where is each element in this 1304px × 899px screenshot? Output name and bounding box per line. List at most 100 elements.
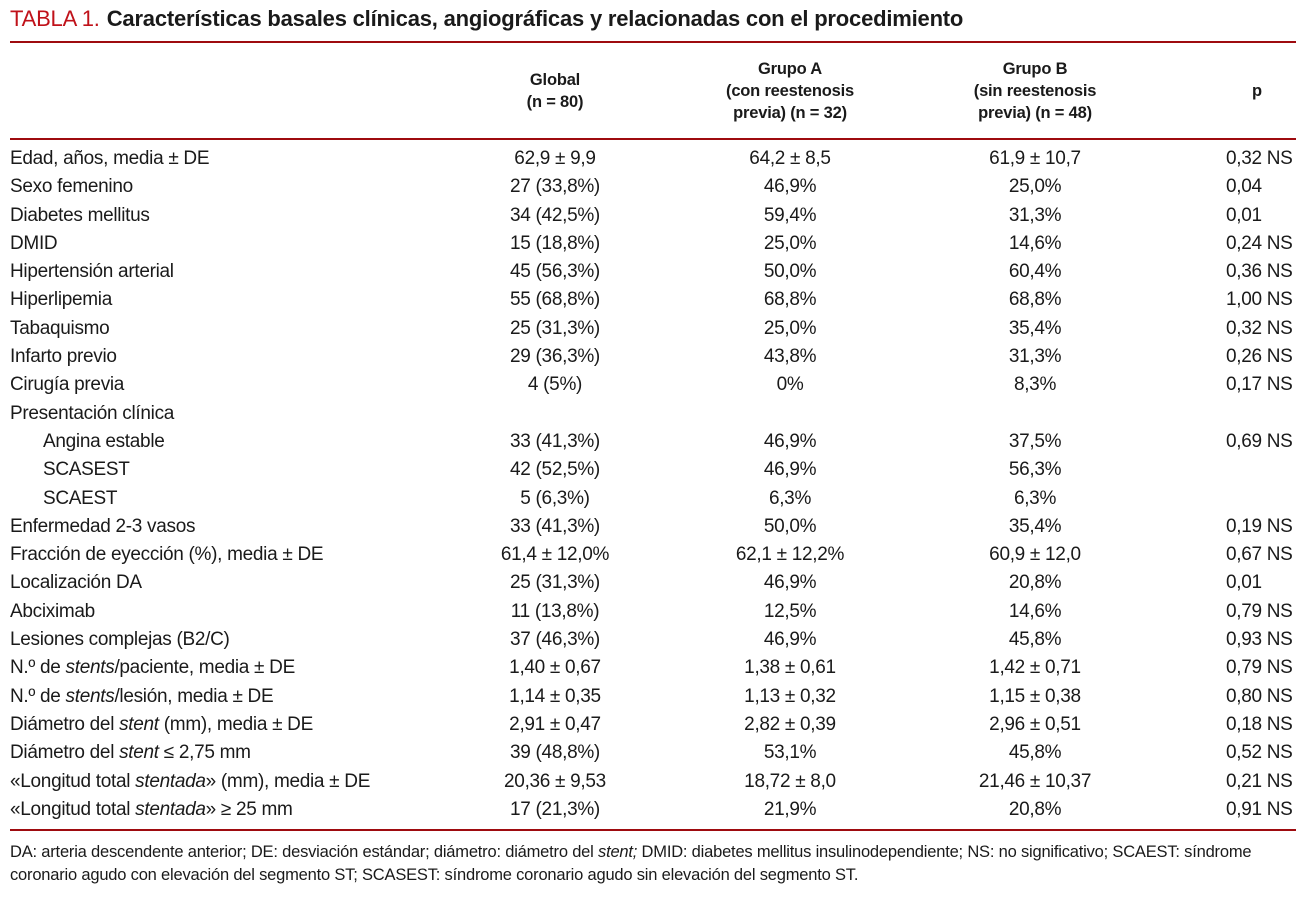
table-row: Fracción de eyección (%), media ± DE 61,… bbox=[10, 541, 1296, 569]
table-row: Abciximab 11 (13,8%) 12,5% 14,6% 0,79 NS bbox=[10, 598, 1296, 626]
cell-grupo-b: 37,5% bbox=[1008, 430, 1062, 452]
row-label: N.º de stents/paciente, media ± DE bbox=[10, 657, 295, 679]
cell-p bbox=[1160, 456, 1296, 484]
row-label: Edad, años, media ± DE bbox=[10, 148, 210, 169]
cell-p: 0,18 NS bbox=[1226, 713, 1293, 735]
row-label: Presentación clínica bbox=[10, 402, 175, 424]
row-label: Cirugía previa bbox=[10, 374, 125, 396]
cell-grupo-b: 61,9 ± 10,7 bbox=[989, 148, 1081, 169]
table-row: Infarto previo 29 (36,3%) 43,8% 31,3% 0,… bbox=[10, 343, 1296, 371]
row-label: SCASEST bbox=[43, 459, 130, 481]
row-label: Enfermedad 2-3 vasos bbox=[10, 515, 196, 537]
cell-grupo-b: 1,42 ± 0,71 bbox=[989, 657, 1081, 679]
header-rule bbox=[10, 138, 1296, 140]
cell-grupo-a: 25,0% bbox=[763, 232, 817, 254]
cell-p: 0,04 bbox=[1226, 176, 1262, 198]
cell-grupo-b: 25,0% bbox=[1008, 176, 1062, 198]
row-label: SCAEST bbox=[43, 487, 118, 509]
cell-grupo-a bbox=[670, 400, 910, 428]
cell-grupo-b: 2,96 ± 0,51 bbox=[989, 713, 1081, 735]
table-row: Diámetro del stent (mm), media ± DE 2,91… bbox=[10, 711, 1296, 739]
cell-global: 45 (56,3%) bbox=[510, 261, 600, 283]
cell-grupo-b: 68,8% bbox=[1008, 289, 1062, 311]
cell-grupo-a: 50,0% bbox=[763, 515, 817, 537]
table-row: Tabaquismo 25 (31,3%) 25,0% 35,4% 0,32 N… bbox=[10, 315, 1296, 343]
table-row: Angina estable 33 (41,3%) 46,9% 37,5% 0,… bbox=[10, 428, 1296, 456]
cell-p: 0,24 NS bbox=[1226, 232, 1293, 254]
cell-grupo-a: 6,3% bbox=[768, 487, 812, 509]
table-title: TABLA 1. Características basales clínicas… bbox=[10, 4, 1296, 41]
cell-global: 42 (52,5%) bbox=[510, 459, 600, 481]
row-label: Diámetro del stent (mm), media ± DE bbox=[10, 713, 313, 735]
row-label: N.º de stents/lesión, media ± DE bbox=[10, 685, 274, 707]
cell-p: 0,52 NS bbox=[1226, 742, 1293, 764]
cell-grupo-a: 43,8% bbox=[763, 346, 817, 368]
cell-grupo-b: 45,8% bbox=[1008, 742, 1062, 764]
cell-grupo-a: 59,4% bbox=[763, 204, 817, 226]
cell-p: 0,79 NS bbox=[1226, 600, 1293, 622]
cell-global: 1,40 ± 0,67 bbox=[509, 657, 601, 679]
cell-global: 5 (6,3%) bbox=[520, 487, 590, 509]
row-label: Sexo femenino bbox=[10, 176, 133, 198]
cell-grupo-b: 1,15 ± 0,38 bbox=[989, 685, 1081, 707]
cell-p: 1,00 NS bbox=[1226, 289, 1293, 311]
row-label: Localización DA bbox=[10, 572, 142, 594]
table-body: Edad, años, media ± DE 62,9 ± 9,9 64,2 ±… bbox=[10, 140, 1296, 829]
table-row: DMID 15 (18,8%) 25,0% 14,6% 0,24 NS bbox=[10, 230, 1296, 258]
cell-p bbox=[1160, 485, 1296, 513]
cell-grupo-a: 68,8% bbox=[763, 289, 817, 311]
cell-grupo-b: 21,46 ± 10,37 bbox=[978, 770, 1092, 792]
cell-p: 0,80 NS bbox=[1226, 685, 1293, 707]
cell-grupo-a: 53,1% bbox=[763, 742, 817, 764]
cell-global: 27 (33,8%) bbox=[510, 176, 600, 198]
table-row: Diámetro del stent ≤ 2,75 mm 39 (48,8%) … bbox=[10, 739, 1296, 767]
cell-grupo-b: 60,4% bbox=[1008, 261, 1062, 283]
cell-global: 25 (31,3%) bbox=[510, 572, 600, 594]
cell-grupo-b: 6,3% bbox=[1013, 487, 1057, 509]
cell-global: 1,14 ± 0,35 bbox=[509, 685, 601, 707]
cell-grupo-b: 20,8% bbox=[1008, 798, 1062, 820]
table-row: Lesiones complejas (B2/C) 37 (46,3%) 46,… bbox=[10, 626, 1296, 654]
cell-grupo-b: 20,8% bbox=[1008, 572, 1062, 594]
cell-p: 0,17 NS bbox=[1226, 374, 1293, 396]
row-label: Lesiones complejas (B2/C) bbox=[10, 629, 230, 651]
row-label: «Longitud total stentada» (mm), media ± … bbox=[10, 770, 371, 792]
cell-p: 0,36 NS bbox=[1226, 261, 1293, 283]
cell-p: 0,19 NS bbox=[1226, 515, 1293, 537]
cell-grupo-a: 2,82 ± 0,39 bbox=[744, 713, 836, 735]
row-label: Diámetro del stent ≤ 2,75 mm bbox=[10, 742, 251, 764]
row-label: «Longitud total stentada» ≥ 25 mm bbox=[10, 798, 293, 820]
table-row: Diabetes mellitus 34 (42,5%) 59,4% 31,3%… bbox=[10, 202, 1296, 230]
cell-p: 0,69 NS bbox=[1226, 430, 1293, 452]
cell-global: 37 (46,3%) bbox=[510, 629, 600, 651]
table-header-row: Global (n = 80) Grupo A (con reestenosis pr… bbox=[10, 43, 1296, 138]
table-caption: Características basales clínicas, angiog… bbox=[106, 6, 964, 31]
cell-grupo-a: 62,1 ± 12,2% bbox=[735, 544, 845, 566]
cell-p: 0,26 NS bbox=[1226, 346, 1293, 368]
cell-grupo-a: 1,13 ± 0,32 bbox=[744, 685, 836, 707]
table-row: «Longitud total stentada» (mm), media ± … bbox=[10, 768, 1296, 796]
cell-grupo-b bbox=[910, 400, 1160, 428]
cell-global: 33 (41,3%) bbox=[510, 515, 600, 537]
cell-global: 25 (31,3%) bbox=[510, 317, 600, 339]
cell-grupo-a: 25,0% bbox=[763, 317, 817, 339]
cell-grupo-a: 46,9% bbox=[763, 629, 817, 651]
cell-global: 55 (68,8%) bbox=[510, 289, 600, 311]
cell-global: 15 (18,8%) bbox=[510, 232, 600, 254]
cell-p: 0,01 bbox=[1226, 204, 1262, 226]
cell-grupo-b: 35,4% bbox=[1008, 515, 1062, 537]
cell-p: 0,67 NS bbox=[1226, 544, 1293, 566]
cell-global bbox=[440, 400, 670, 428]
cell-grupo-b: 14,6% bbox=[1008, 232, 1062, 254]
table-row: SCAEST 5 (6,3%) 6,3% 6,3% bbox=[10, 485, 1296, 513]
table-row: Edad, años, media ± DE 62,9 ± 9,9 64,2 ±… bbox=[10, 145, 1296, 173]
cell-grupo-a: 46,9% bbox=[763, 459, 817, 481]
table-row: Sexo femenino 27 (33,8%) 46,9% 25,0% 0,0… bbox=[10, 173, 1296, 201]
cell-global: 34 (42,5%) bbox=[510, 204, 600, 226]
table-row: N.º de stents/paciente, media ± DE 1,40 … bbox=[10, 654, 1296, 682]
row-label: Infarto previo bbox=[10, 346, 117, 368]
table-footnote: DA: arteria descendente anterior; DE: de… bbox=[10, 843, 1252, 884]
cell-global: 20,36 ± 9,53 bbox=[504, 770, 606, 792]
cell-grupo-b: 35,4% bbox=[1008, 317, 1062, 339]
